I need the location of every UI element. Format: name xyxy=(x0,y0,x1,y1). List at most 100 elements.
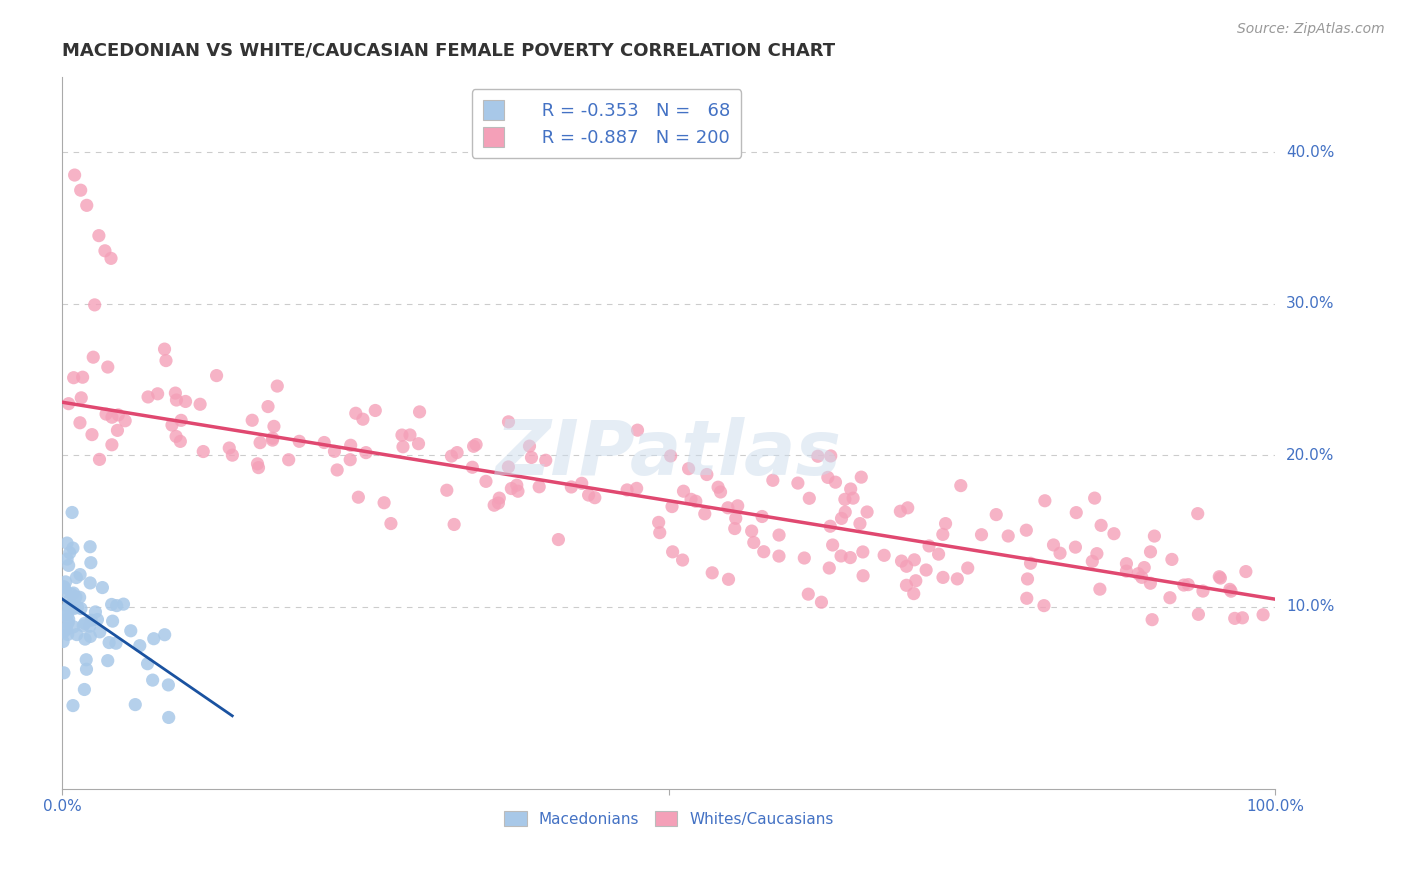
Point xyxy=(956,561,979,575)
Point xyxy=(702,566,724,580)
Point xyxy=(1015,523,1038,537)
Point xyxy=(1139,576,1161,591)
Point xyxy=(443,517,465,532)
Point xyxy=(65,570,87,584)
Point xyxy=(55,574,77,589)
Point xyxy=(62,698,84,713)
Point xyxy=(949,478,972,492)
Point xyxy=(1130,570,1153,584)
Point xyxy=(1220,584,1243,599)
Point xyxy=(89,452,111,467)
Point xyxy=(114,414,136,428)
Point xyxy=(170,413,193,427)
Point xyxy=(488,496,510,510)
Point xyxy=(519,439,541,453)
Point xyxy=(53,584,76,599)
Point xyxy=(56,552,79,566)
Point xyxy=(70,601,93,615)
Point xyxy=(626,423,648,437)
Point xyxy=(89,624,111,639)
Point xyxy=(58,599,80,614)
Point xyxy=(52,580,75,594)
Point xyxy=(793,551,815,566)
Point xyxy=(157,710,180,724)
Point xyxy=(896,578,918,592)
Point xyxy=(1140,613,1163,627)
Point xyxy=(997,529,1019,543)
Point xyxy=(797,587,820,601)
Point xyxy=(616,483,638,497)
Point xyxy=(120,624,142,638)
Point xyxy=(79,630,101,644)
Point xyxy=(70,391,93,405)
Point xyxy=(391,428,413,442)
Point xyxy=(63,168,86,182)
Point xyxy=(65,590,87,604)
Point xyxy=(323,444,346,458)
Point xyxy=(79,540,101,554)
Point xyxy=(87,228,110,243)
Point xyxy=(52,634,75,648)
Point xyxy=(339,452,361,467)
Point xyxy=(465,437,488,451)
Point xyxy=(66,600,89,615)
Point xyxy=(84,605,107,619)
Point xyxy=(136,390,159,404)
Point xyxy=(852,568,875,582)
Point xyxy=(830,549,852,563)
Point xyxy=(890,554,912,568)
Point xyxy=(128,639,150,653)
Point xyxy=(218,441,240,455)
Point xyxy=(446,445,468,459)
Point xyxy=(53,624,76,639)
Point xyxy=(364,403,387,417)
Point xyxy=(266,379,288,393)
Point xyxy=(107,423,129,437)
Point xyxy=(506,478,529,492)
Point xyxy=(1208,570,1230,584)
Point xyxy=(671,553,693,567)
Point xyxy=(935,516,957,531)
Point xyxy=(1209,571,1232,585)
Point xyxy=(56,607,79,622)
Point xyxy=(768,549,790,563)
Point xyxy=(288,434,311,449)
Point xyxy=(247,460,270,475)
Point xyxy=(527,480,550,494)
Point xyxy=(681,492,703,507)
Point xyxy=(73,632,96,646)
Point xyxy=(1187,607,1209,622)
Point xyxy=(1173,578,1195,592)
Point xyxy=(717,500,740,515)
Point xyxy=(136,657,159,671)
Point xyxy=(79,619,101,633)
Point xyxy=(104,636,127,650)
Point xyxy=(1090,518,1112,533)
Point xyxy=(461,460,484,475)
Point xyxy=(380,516,402,531)
Point xyxy=(153,628,176,642)
Point xyxy=(76,662,98,676)
Point xyxy=(1085,547,1108,561)
Point xyxy=(100,252,122,266)
Point xyxy=(661,500,683,514)
Point xyxy=(69,567,91,582)
Point xyxy=(69,416,91,430)
Point xyxy=(94,407,117,421)
Point xyxy=(240,413,263,427)
Point xyxy=(741,524,763,538)
Point xyxy=(62,541,84,555)
Point xyxy=(91,581,114,595)
Point xyxy=(1187,507,1209,521)
Point xyxy=(142,673,165,687)
Point xyxy=(786,476,808,491)
Point xyxy=(834,492,856,507)
Point xyxy=(1133,560,1156,574)
Point xyxy=(724,522,747,536)
Point xyxy=(839,482,862,496)
Point xyxy=(889,504,911,518)
Point xyxy=(1161,552,1184,566)
Point xyxy=(685,494,707,508)
Point xyxy=(1128,566,1150,581)
Point xyxy=(810,595,832,609)
